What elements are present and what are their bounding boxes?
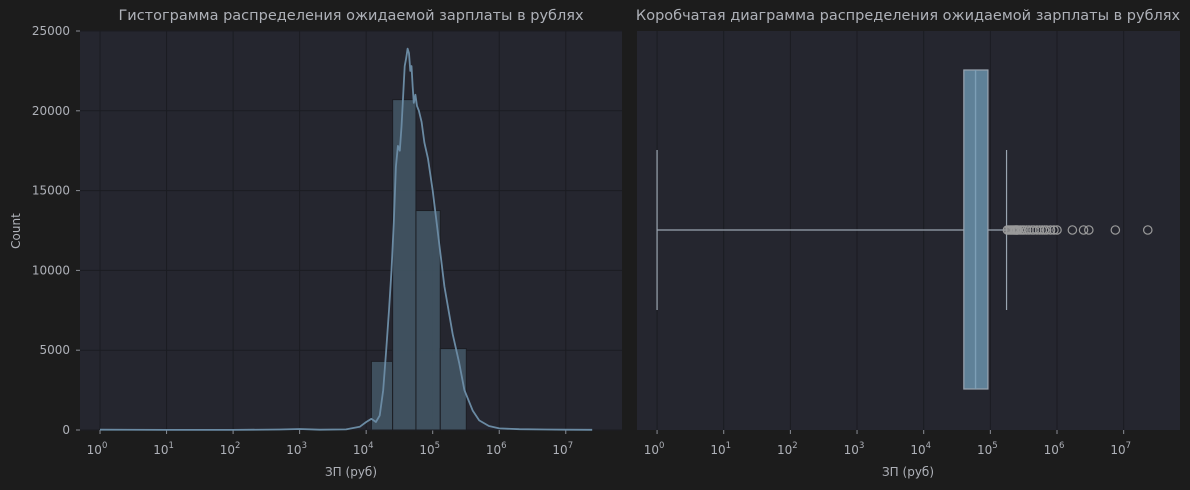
outlier-point <box>1078 225 1089 235</box>
outlier-point <box>1067 225 1078 235</box>
outlier-point <box>1032 225 1042 235</box>
histogram-title: Гистограмма распределения ожидаемой зарп… <box>118 8 584 24</box>
hist-x-tick-label: 106 <box>486 441 507 457</box>
hist-y-tick-label: 0 <box>62 423 70 437</box>
hist-x-tick-label: 104 <box>353 441 374 457</box>
outlier-point <box>1021 225 1032 235</box>
hist-x-tick-label: 107 <box>552 441 573 457</box>
box-x-tick-label: 102 <box>777 441 798 457</box>
outlier-point <box>1084 225 1094 235</box>
outlier-point <box>1049 225 1059 235</box>
hist-y-tick-label: 15000 <box>32 184 70 198</box>
hist-x-tick-label: 103 <box>286 441 307 457</box>
kde-line <box>99 47 593 431</box>
hist-x-tick-label: 100 <box>87 441 108 457</box>
histogram-x-axis-label: ЗП (руб) <box>324 465 378 479</box>
boxplot-title: Коробчатая диаграмма распределения ожида… <box>635 8 1181 24</box>
hist-y-tick-label: 20000 <box>32 104 70 118</box>
box-x-tick-label: 107 <box>1110 441 1131 457</box>
hist-x-tick-label: 101 <box>153 441 174 457</box>
hist-x-tick-label: 102 <box>220 441 241 457</box>
box-x-tick-label: 106 <box>1044 441 1065 457</box>
hist-y-tick-label: 10000 <box>32 263 70 277</box>
outlier-point <box>1052 225 1062 235</box>
histogram-bar <box>415 210 441 431</box>
outlier-point <box>1110 225 1121 235</box>
box-x-tick-label: 104 <box>910 441 931 457</box>
histogram-bar <box>439 348 467 431</box>
box-x-tick-label: 100 <box>644 441 665 457</box>
outlier-point <box>1034 225 1045 235</box>
boxplot-x-axis-label: ЗП (руб) <box>881 465 935 479</box>
box-x-tick-label: 101 <box>710 441 731 457</box>
hist-y-tick-label: 5000 <box>39 343 70 357</box>
box-x-tick-label: 103 <box>844 441 865 457</box>
hist-y-tick-label: 25000 <box>32 24 70 38</box>
hist-x-tick-label: 105 <box>419 441 440 457</box>
box-x-tick-label: 105 <box>977 441 998 457</box>
outlier-point <box>1045 225 1056 235</box>
outlier-point <box>1142 225 1153 235</box>
histogram-plot-area <box>80 31 622 430</box>
outlier-point <box>1041 225 1052 235</box>
histogram-bar <box>392 99 417 431</box>
